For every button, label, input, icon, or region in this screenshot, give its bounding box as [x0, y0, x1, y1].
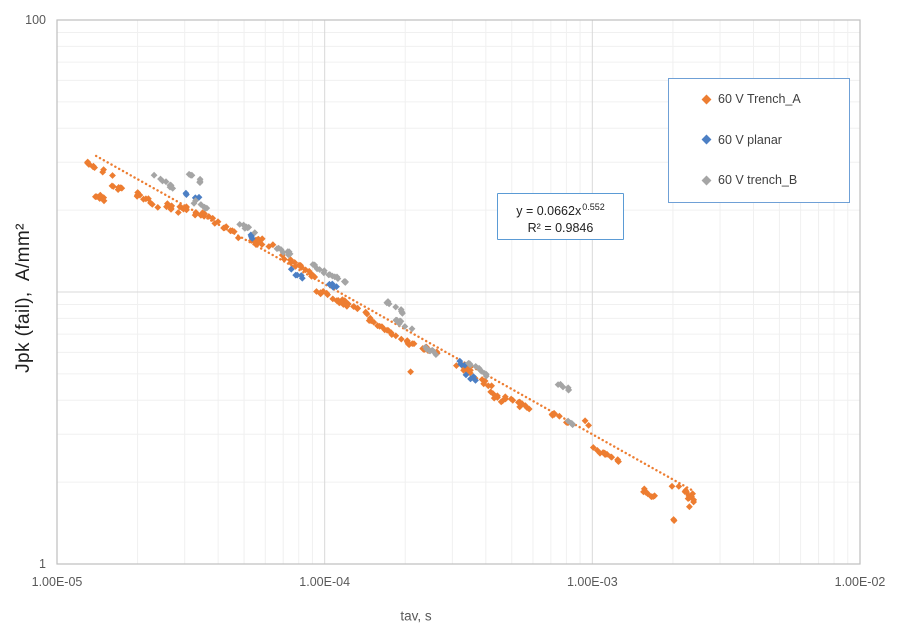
x-tick-label: 1.00E-04: [299, 575, 350, 589]
legend-item-planar[interactable]: 60 V planar: [701, 132, 843, 147]
x-axis-title: tav, s: [400, 608, 432, 624]
y-tick-label: 1: [39, 557, 46, 571]
series-points-3: [150, 170, 576, 429]
diamond-icon: [701, 175, 712, 185]
y-tick-label: 100: [25, 13, 46, 27]
legend-item-trench-a[interactable]: 60 V Trench_A: [701, 92, 843, 106]
x-tick-label: 1.00E-05: [32, 575, 83, 589]
legend-item-trench-b[interactable]: 60 V trench_B: [701, 173, 843, 187]
trendline-r-squared: R² = 0.9846: [527, 221, 594, 236]
trendline-equation-box[interactable]: y = 0.0662x0.552 R² = 0.9846: [497, 193, 624, 240]
diamond-icon: [701, 94, 712, 104]
legend-label-trench-a: 60 V Trench_A: [718, 92, 801, 106]
trendline-equation: y = 0.0662x0.552: [516, 202, 605, 219]
plot-border: [56, 19, 861, 565]
series-points-2: [182, 189, 479, 384]
legend-label-trench-b: 60 V trench_B: [718, 173, 798, 187]
trendline-exponent: 0.552: [582, 202, 605, 212]
legend-label-planar: 60 V planar: [718, 132, 782, 147]
x-tick-label: 1.00E-03: [567, 575, 618, 589]
diamond-icon: [701, 134, 712, 145]
legend[interactable]: 60 V Trench_A 60 V planar 60 V trench_B: [668, 78, 850, 203]
y-axis-title: Jpk (fail), A/mm²: [13, 223, 34, 373]
x-tick-label: 1.00E-02: [835, 575, 886, 589]
